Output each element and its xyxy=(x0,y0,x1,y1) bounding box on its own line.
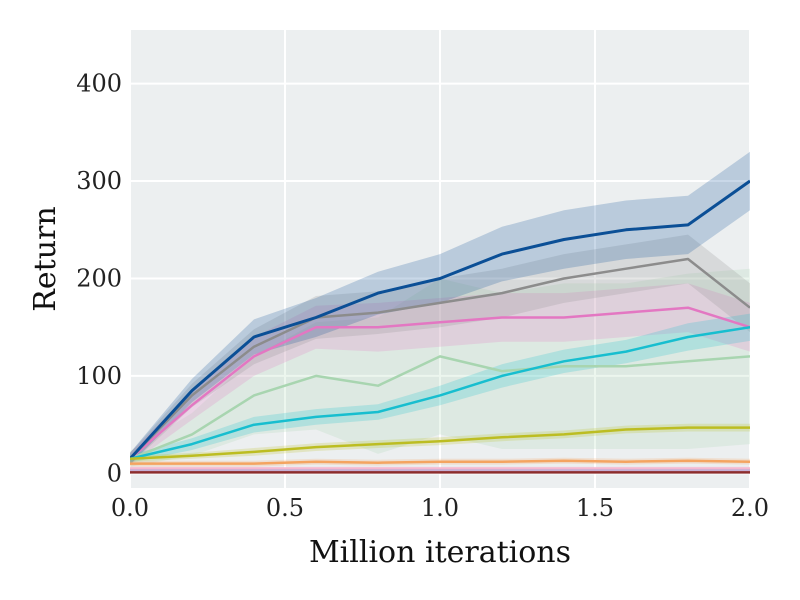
x-tick-label: 2.0 xyxy=(731,494,769,522)
y-tick-label: 100 xyxy=(76,362,122,390)
series-lines xyxy=(130,179,750,474)
series-line-0 xyxy=(130,355,750,460)
y-tick-label: 0 xyxy=(107,459,122,487)
x-axis-label: Million iterations xyxy=(309,535,571,570)
x-tick-labels: 0.0 0.5 1.0 1.5 2.0 xyxy=(111,494,769,522)
x-tick-label: 1.5 xyxy=(576,494,614,522)
series-line-1 xyxy=(130,306,750,460)
y-tick-label: 400 xyxy=(76,70,122,98)
y-tick-label: 300 xyxy=(76,167,122,195)
series-band-0 xyxy=(130,268,750,467)
series-band-3 xyxy=(130,151,750,465)
series-line-6 xyxy=(130,459,750,465)
series-line-4 xyxy=(130,325,750,461)
series-line-5 xyxy=(130,426,750,461)
x-tick-label: 0.5 xyxy=(266,494,304,522)
y-axis-label: Return xyxy=(28,206,63,311)
y-tick-label: 200 xyxy=(76,264,122,292)
series-line-2 xyxy=(130,257,750,460)
y-tick-labels: 0 100 200 300 400 xyxy=(76,70,122,488)
series-band-4 xyxy=(130,313,750,463)
series-band-2 xyxy=(130,234,750,465)
x-tick-label: 1.0 xyxy=(421,494,459,522)
series-line-3 xyxy=(130,179,750,460)
x-tick-label: 0.0 xyxy=(111,494,149,522)
